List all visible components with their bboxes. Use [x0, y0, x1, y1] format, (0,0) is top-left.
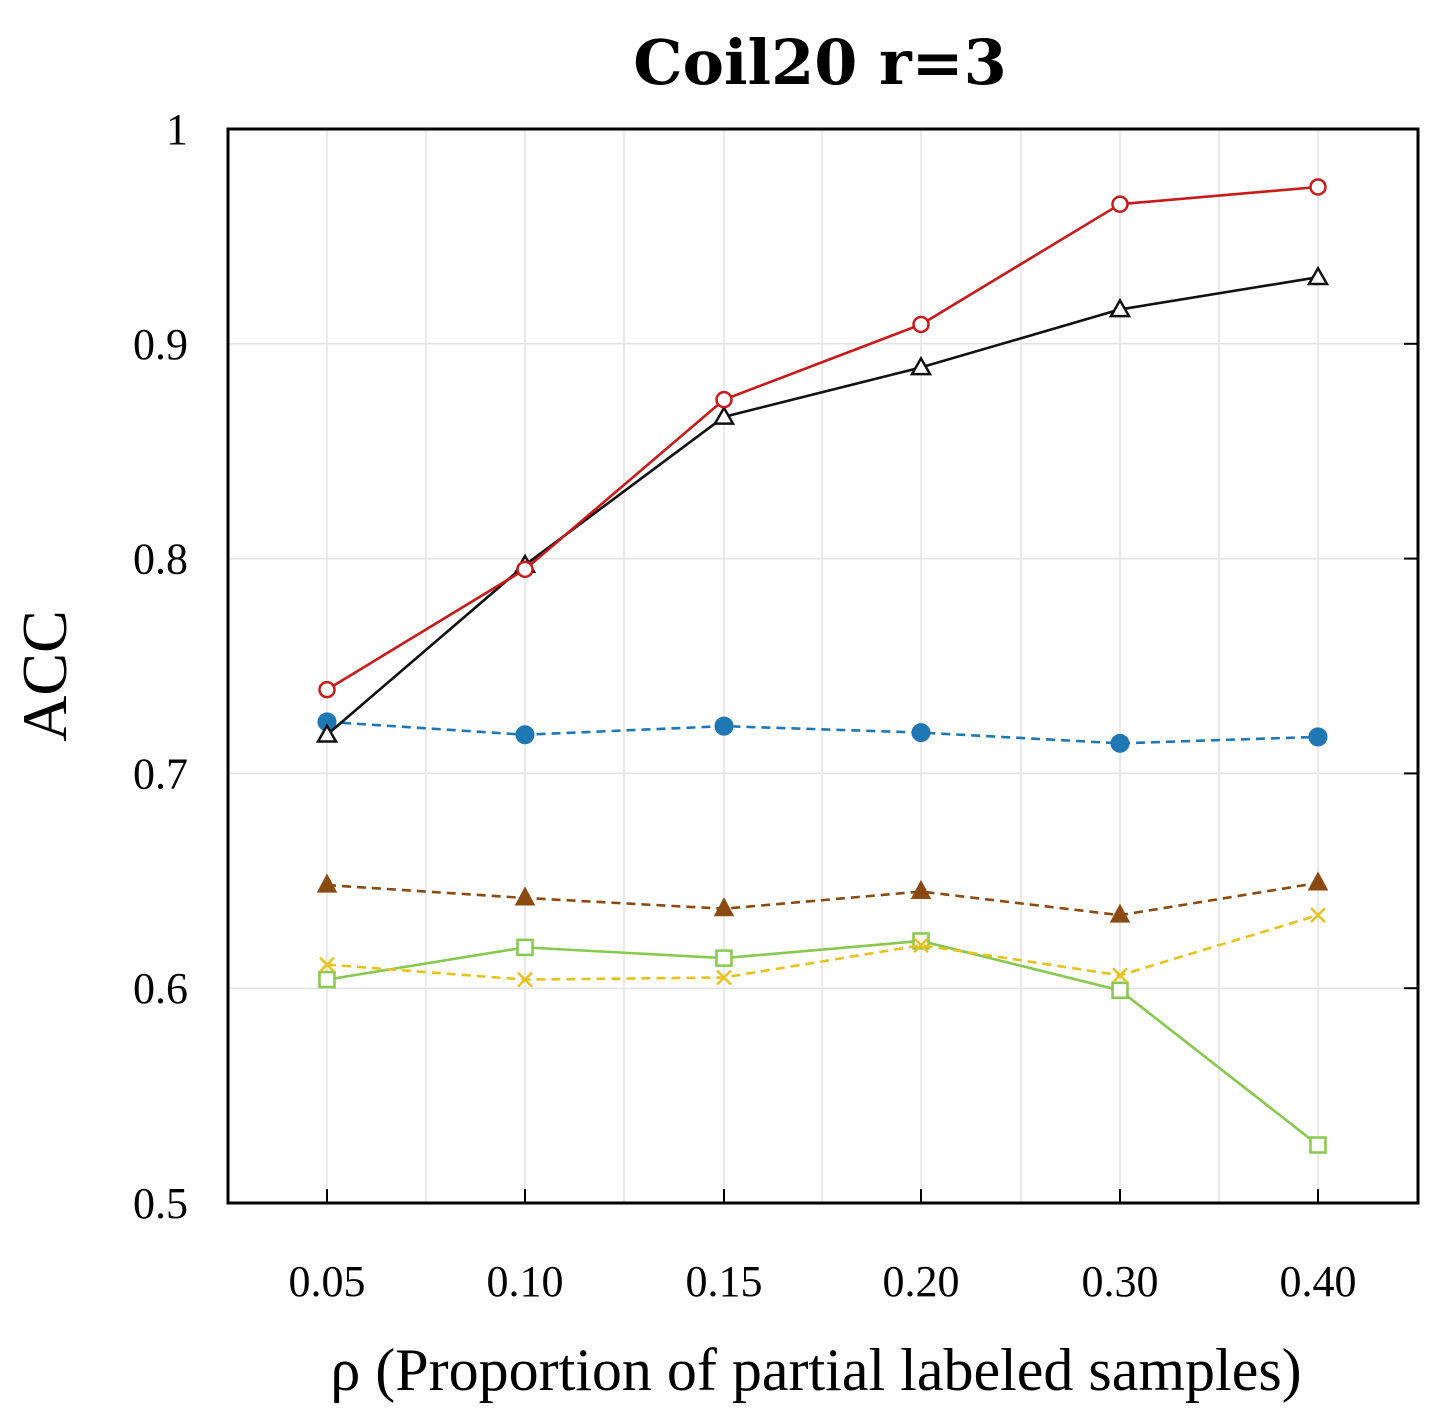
chart-title: Coil20 r=3 [633, 26, 1006, 99]
x-tick-label: 0.20 [883, 1257, 960, 1306]
data-point [913, 937, 929, 954]
series-line [326, 275, 1319, 736]
y-tick-label: 0.6 [133, 964, 188, 1013]
data-point [911, 723, 931, 743]
series-red-circle [318, 178, 1327, 699]
y-tick-label: 0.7 [133, 749, 188, 798]
y-tick-label: 0.8 [133, 535, 188, 584]
series-line [326, 720, 1319, 745]
tick-labels: 0.5 0.6 0.7 0.8 0.9 1 0.05 0.10 0.15 0.20 0.30 0.40 [133, 105, 1418, 1306]
data-point [1108, 297, 1132, 318]
x-tick-label: 0.40 [1280, 1257, 1357, 1306]
data-point [1109, 903, 1131, 923]
x-tick-label: 0.15 [686, 1257, 763, 1306]
data-point [318, 680, 336, 699]
data-point [1111, 981, 1129, 1000]
data-point [1309, 178, 1327, 196]
data-point [318, 970, 336, 989]
data-point [1308, 727, 1328, 747]
data-point [912, 315, 930, 334]
data-point [1111, 195, 1129, 213]
x-axis-label: ρ (Proportion of partial labeled samples… [330, 1337, 1301, 1403]
series-line [326, 939, 1319, 1147]
data-point [713, 897, 735, 917]
data-point [1110, 733, 1130, 753]
data-point [715, 949, 733, 967]
data-point [315, 723, 339, 743]
gridlines [228, 129, 1418, 1203]
series-line [326, 185, 1319, 691]
series-brown-triangle [316, 871, 1329, 923]
plot-frame [226, 127, 1420, 1205]
data-point [715, 390, 733, 409]
x-tick-label: 0.05 [289, 1257, 366, 1306]
data-point [712, 405, 736, 425]
x-tick-label: 0.30 [1082, 1257, 1159, 1306]
data-point [1310, 907, 1326, 924]
data-point [1112, 967, 1128, 984]
data-point [910, 879, 932, 900]
series-yellow-x [319, 907, 1326, 988]
series-blue-dot [317, 712, 1328, 753]
data-point [515, 725, 535, 745]
series-layer [315, 178, 1330, 1154]
data-point [516, 938, 534, 957]
series-line [326, 913, 1319, 981]
series-line [326, 881, 1319, 917]
data-point [716, 969, 732, 986]
y-axis-label: ACC [9, 610, 80, 742]
data-point [516, 560, 534, 579]
x-tick-label: 0.10 [487, 1257, 564, 1306]
data-point [714, 716, 734, 736]
data-point [517, 971, 533, 988]
data-point [319, 956, 335, 973]
data-point [1309, 1136, 1327, 1154]
y-tick-label: 0.9 [133, 320, 188, 369]
data-point [514, 886, 536, 906]
data-point [316, 873, 338, 893]
data-point [1307, 871, 1329, 891]
data-point [909, 355, 933, 376]
data-point [1306, 265, 1330, 286]
y-tick-label: 0.5 [133, 1179, 188, 1228]
y-tick-label: 1 [166, 105, 188, 154]
